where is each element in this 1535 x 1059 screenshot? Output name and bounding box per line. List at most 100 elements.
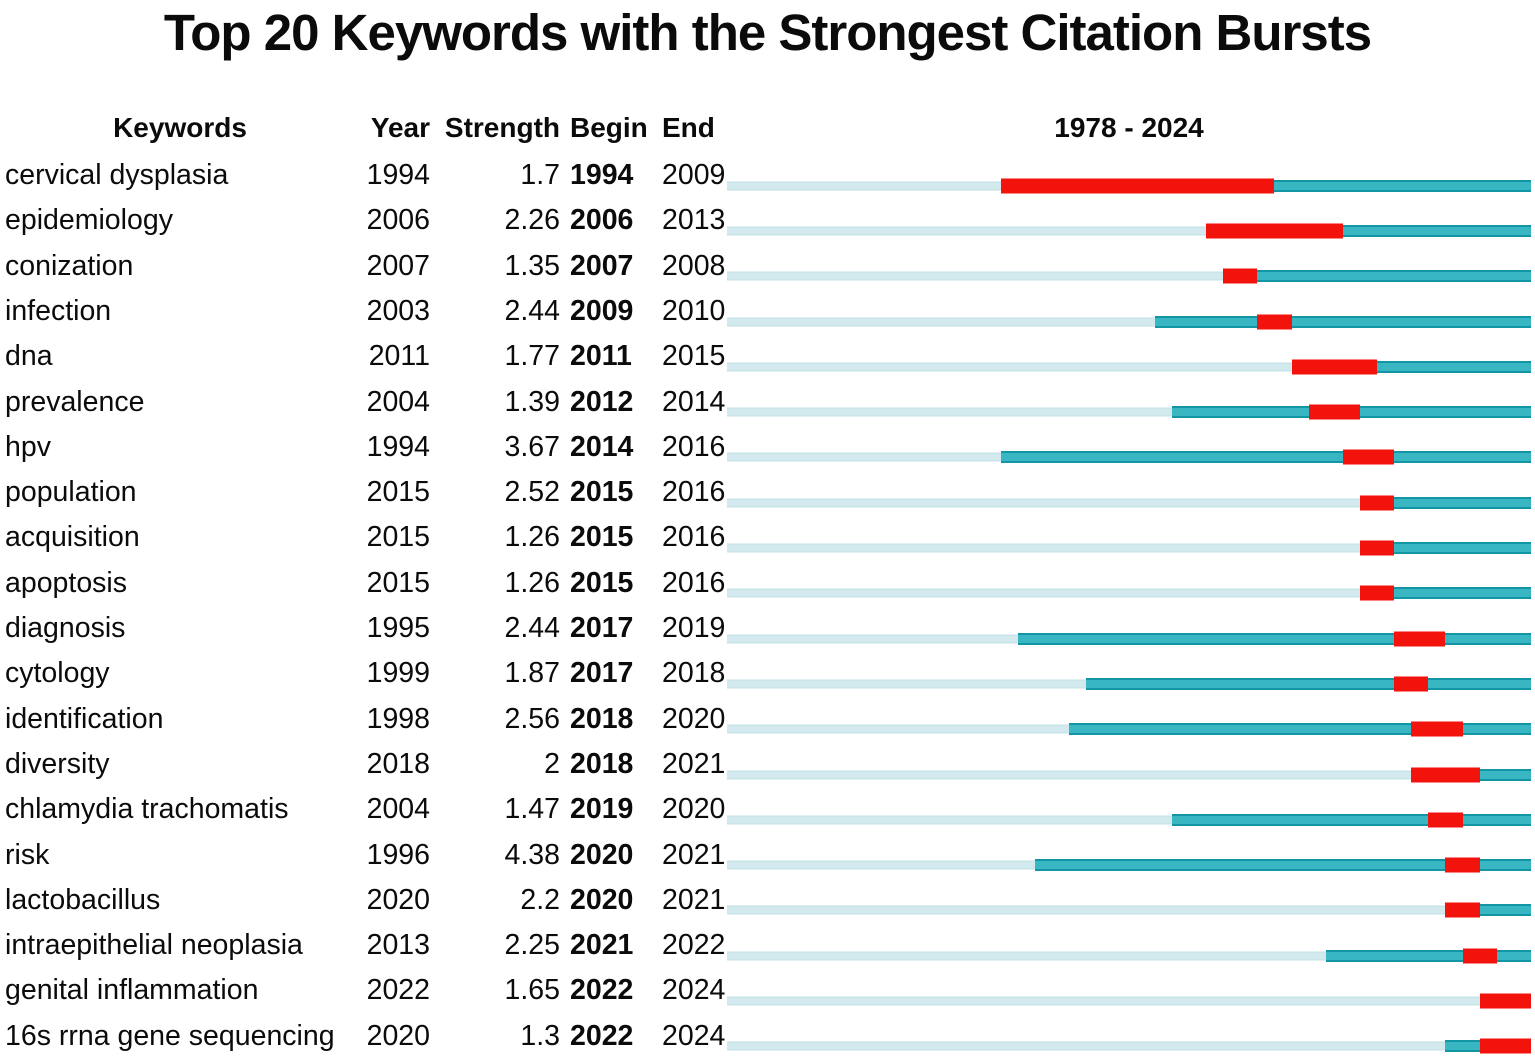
- end-cell: 2016: [662, 476, 726, 509]
- burst-timeline-bar: [727, 515, 1531, 560]
- burst-timeline-bar: [727, 968, 1531, 1013]
- burst-timeline-bar: [727, 651, 1531, 696]
- table-row: intraepithelial neoplasia 2013 2.25 2021 202…: [0, 923, 1535, 968]
- end-cell: 2022: [662, 929, 726, 962]
- end-cell: 2013: [662, 204, 726, 237]
- strength-cell: 2: [544, 747, 560, 780]
- table-row: hpv 1994 3.67 2014 2016: [0, 425, 1535, 470]
- table-row: population 2015 2.52 2015 2016: [0, 470, 1535, 515]
- segment-pre-appearance: [727, 498, 1360, 508]
- table-row: diversity 2018 2 2018 2021: [0, 742, 1535, 787]
- segment-active-period: [1069, 723, 1412, 736]
- burst-timeline-bar: [727, 153, 1531, 198]
- burst-timeline-bar: [727, 334, 1531, 379]
- segment-active-period: [1462, 723, 1531, 736]
- segment-pre-appearance: [727, 770, 1412, 780]
- table-row: genital inflammation 2022 1.65 2022 2024: [0, 968, 1535, 1013]
- segment-active-period: [1394, 587, 1531, 600]
- table-row: 16s rrna gene sequencing 2020 1.3 2022 2024: [0, 1014, 1535, 1059]
- end-cell: 2016: [662, 521, 726, 554]
- segment-active-period: [1257, 270, 1531, 283]
- begin-cell: 2022: [570, 974, 634, 1007]
- keyword-cell: infection: [5, 294, 112, 327]
- keyword-cell: chlamydia trachomatis: [5, 793, 289, 826]
- segment-pre-appearance: [727, 588, 1360, 598]
- begin-cell: 2017: [570, 657, 634, 690]
- table-row: lactobacillus 2020 2.2 2020 2021: [0, 878, 1535, 923]
- segment-active-period: [1342, 224, 1531, 237]
- segment-active-period: [1377, 360, 1531, 373]
- table-row: infection 2003 2.44 2009 2010: [0, 289, 1535, 334]
- strength-cell: 2.44: [504, 294, 560, 327]
- keyword-cell: genital inflammation: [5, 974, 259, 1007]
- begin-cell: 2006: [570, 204, 634, 237]
- table-row: dna 2011 1.77 2011 2015: [0, 334, 1535, 379]
- begin-cell: 2022: [570, 1019, 634, 1052]
- year-cell: 1995: [366, 612, 430, 644]
- segment-active-period: [1017, 632, 1395, 645]
- burst-timeline-bar: [727, 198, 1531, 243]
- year-cell: 2020: [366, 883, 430, 916]
- segment-active-period: [1359, 406, 1531, 419]
- begin-cell: 2015: [570, 566, 634, 599]
- column-header-end: End: [662, 112, 715, 143]
- year-cell: 1998: [366, 702, 430, 735]
- segment-active-period: [1274, 179, 1531, 192]
- strength-cell: 1.35: [504, 249, 560, 282]
- segment-burst-period: [1411, 721, 1463, 737]
- segment-active-period: [1394, 451, 1531, 464]
- year-cell: 2015: [366, 476, 430, 509]
- end-cell: 2018: [662, 657, 726, 690]
- segment-active-period: [1291, 315, 1531, 328]
- table-row: chlamydia trachomatis 2004 1.47 2019 2020: [0, 787, 1535, 832]
- year-cell: 2015: [366, 521, 430, 554]
- segment-burst-period: [1223, 268, 1258, 284]
- year-cell: 2006: [366, 204, 430, 237]
- strength-cell: 1.87: [504, 657, 560, 690]
- begin-cell: 2019: [570, 793, 634, 826]
- year-cell: 2011: [368, 340, 430, 373]
- table-row: acquisition 2015 1.26 2015 2016: [0, 515, 1535, 560]
- begin-cell: 2020: [570, 838, 634, 871]
- end-cell: 2016: [662, 566, 726, 599]
- year-cell: 1999: [366, 657, 430, 690]
- strength-cell: 2.2: [520, 883, 560, 916]
- segment-burst-period: [1479, 1038, 1531, 1054]
- end-cell: 2021: [662, 747, 726, 780]
- segment-pre-appearance: [727, 860, 1035, 870]
- year-cell: 2003: [366, 294, 430, 327]
- table-row: prevalence 2004 1.39 2012 2014: [0, 380, 1535, 425]
- table-row: identification 1998 2.56 2018 2020: [0, 697, 1535, 742]
- segment-active-period: [1171, 813, 1429, 826]
- burst-timeline-bar: [727, 380, 1531, 425]
- segment-pre-appearance: [727, 181, 1001, 191]
- segment-burst-period: [1359, 540, 1395, 556]
- strength-cell: 4.38: [504, 838, 560, 871]
- begin-cell: 2014: [570, 430, 634, 463]
- segment-active-period: [1034, 859, 1446, 872]
- year-cell: 1996: [366, 838, 430, 871]
- segment-burst-period: [1359, 495, 1395, 511]
- end-cell: 2020: [662, 793, 726, 826]
- segment-pre-appearance: [727, 362, 1292, 372]
- keyword-cell: conization: [5, 249, 134, 282]
- keyword-cell: cervical dysplasia: [5, 159, 229, 191]
- year-cell: 2022: [366, 974, 430, 1007]
- keyword-cell: identification: [5, 702, 164, 735]
- year-cell: 2015: [366, 566, 430, 599]
- end-cell: 2009: [662, 159, 726, 191]
- burst-timeline-bar: [727, 289, 1531, 334]
- begin-cell: 2015: [570, 476, 634, 509]
- keyword-cell: lactobacillus: [5, 883, 161, 916]
- year-cell: 2013: [366, 929, 430, 962]
- segment-burst-period: [1394, 631, 1446, 647]
- table-row: apoptosis 2015 1.26 2015 2016: [0, 561, 1535, 606]
- table-row: epidemiology 2006 2.26 2006 2013: [0, 198, 1535, 243]
- segment-active-period: [1462, 813, 1531, 826]
- segment-burst-period: [1308, 404, 1360, 420]
- table-row: conization 2007 1.35 2007 2008: [0, 244, 1535, 289]
- burst-timeline-bar: [727, 425, 1531, 470]
- segment-burst-period: [1411, 767, 1480, 783]
- segment-pre-appearance: [727, 271, 1224, 281]
- strength-cell: 2.25: [504, 929, 560, 962]
